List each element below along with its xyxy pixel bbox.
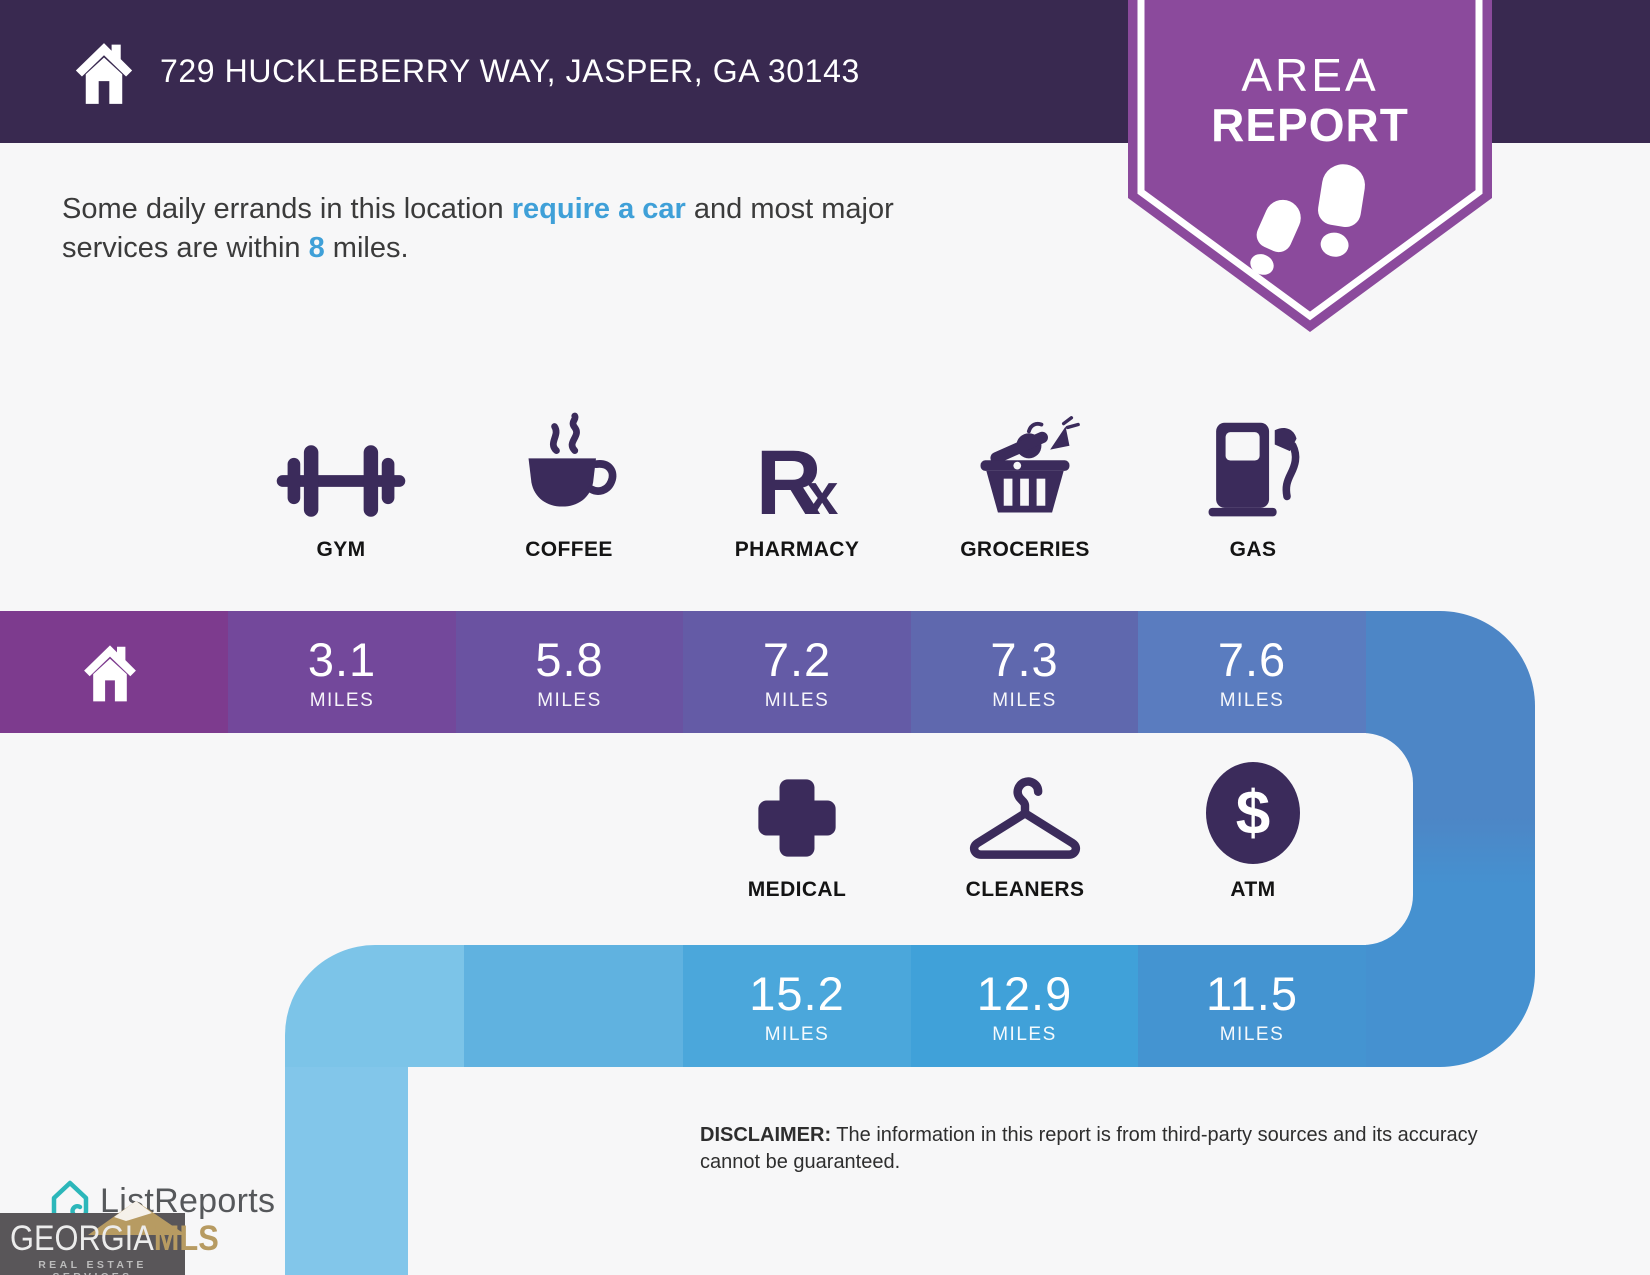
amenity-label: CLEANERS [965,878,1085,901]
intro-text-plain: miles. [324,232,409,264]
band-inner-notch-bottom [408,1067,1650,1275]
intro-line-2: services are within 8 miles. [62,229,894,268]
distance-tile-medical: 15.2 MILES [683,945,911,1067]
distance-tile-cleaners: 12.9 MILES [911,945,1138,1067]
distance-tile-pharmacy: 7.2 MILES [683,611,911,733]
distance-unit: MILES [1219,690,1285,711]
band-left-descent [285,1067,408,1275]
coffee-cup-icon [516,412,622,524]
disclaimer-label: DISCLAIMER: [700,1124,832,1146]
area-report-badge: AREA REPORT [1128,0,1492,332]
distance-unit: MILES [1219,1024,1285,1045]
intro-highlight-miles: 8 [308,232,325,264]
amenity-label: GYM [316,538,366,561]
distance-tile-groceries: 7.3 MILES [911,611,1138,733]
distance-value: 11.5 [1206,967,1298,1020]
distance-tile-gas: 7.6 MILES [1138,611,1366,733]
property-address: 729 HUCKLEBERRY WAY, JASPER, GA 30143 [160,53,860,89]
georgia-mls-logo: GEORGIAMLS REAL ESTATE SERVICES [0,1201,219,1275]
distance-value: 12.9 [976,967,1073,1020]
distance-tile-coffee: 5.8 MILES [456,611,683,733]
hanger-icon [964,772,1086,864]
home-icon [84,645,136,702]
amenity-label: GAS [1229,538,1277,561]
mls-word-mls: MLS [153,1219,219,1258]
grocery-basket-icon [967,414,1083,524]
disclaimer-body: The information in this report is from t… [700,1124,1478,1173]
distance-unit: MILES [992,1024,1057,1045]
amenity-gas: GAS [1138,408,1368,562]
amenity-label: ATM [1230,878,1276,901]
rx-icon: R x [755,428,839,535]
amenity-label: MEDICAL [747,878,847,901]
amenity-atm: $ ATM [1138,748,1368,902]
mls-word-georgia: GEORGIA [10,1219,154,1258]
distance-unit: MILES [537,690,602,711]
amenity-groceries: GROCERIES [910,408,1140,562]
intro-line-1: Some daily errands in this location requ… [62,190,894,229]
georgia-mls-wordmark: GEORGIAMLS [10,1219,219,1259]
amenity-medical: MEDICAL [682,748,912,902]
rx-letter-x: x [806,462,839,527]
badge-title-area: AREA [1241,49,1379,101]
amenity-pharmacy: R x PHARMACY [682,408,912,562]
distance-value: 3.1 [307,633,377,686]
intro-text-plain: and most major [685,193,894,225]
disclaimer-text: DISCLAIMER: The information in this repo… [700,1122,1500,1176]
intro-text-plain: Some daily errands in this location [62,193,512,225]
distance-value: 7.2 [762,633,832,686]
amenity-label: PHARMACY [734,538,860,561]
badge-ribbon-shape [1128,0,1492,332]
intro-text-plain: services are within [62,232,309,264]
distance-value: 15.2 [749,967,845,1020]
dollar-circle-icon: $ [1206,762,1300,864]
badge-title-report: REPORT [1211,99,1409,151]
amenity-cleaners: CLEANERS [910,748,1140,902]
medical-cross-icon [751,772,843,864]
mls-tagline: REAL ESTATE SERVICES [38,1259,147,1275]
band-left-corner-tile [285,945,464,1067]
dumbbell-icon [273,438,409,524]
amenity-label: COFFEE [525,538,613,561]
band-spacer-tile [464,945,683,1067]
distance-tile-atm: 11.5 MILES [1138,945,1366,1067]
intro-text: Some daily errands in this location requ… [62,190,894,268]
home-icon [75,43,133,104]
intro-highlight-car: require a car [511,193,686,225]
mountain-icon [88,1201,186,1235]
distance-value: 5.8 [535,633,604,686]
distance-unit: MILES [764,690,830,711]
distance-unit: MILES [992,690,1057,711]
amenity-coffee: COFFEE [454,408,684,562]
distance-tile-gym: 3.1 MILES [228,611,456,733]
distance-value: 7.6 [1217,633,1287,686]
amenity-gym: GYM [226,408,456,562]
distance-unit: MILES [309,690,375,711]
distance-unit: MILES [764,1024,830,1045]
amenity-label: GROCERIES [960,538,1090,561]
gas-pump-icon [1201,416,1305,524]
distance-value: 7.3 [990,633,1059,686]
rx-letter-r: R [755,432,823,535]
dollar-sign: $ [1235,778,1271,848]
